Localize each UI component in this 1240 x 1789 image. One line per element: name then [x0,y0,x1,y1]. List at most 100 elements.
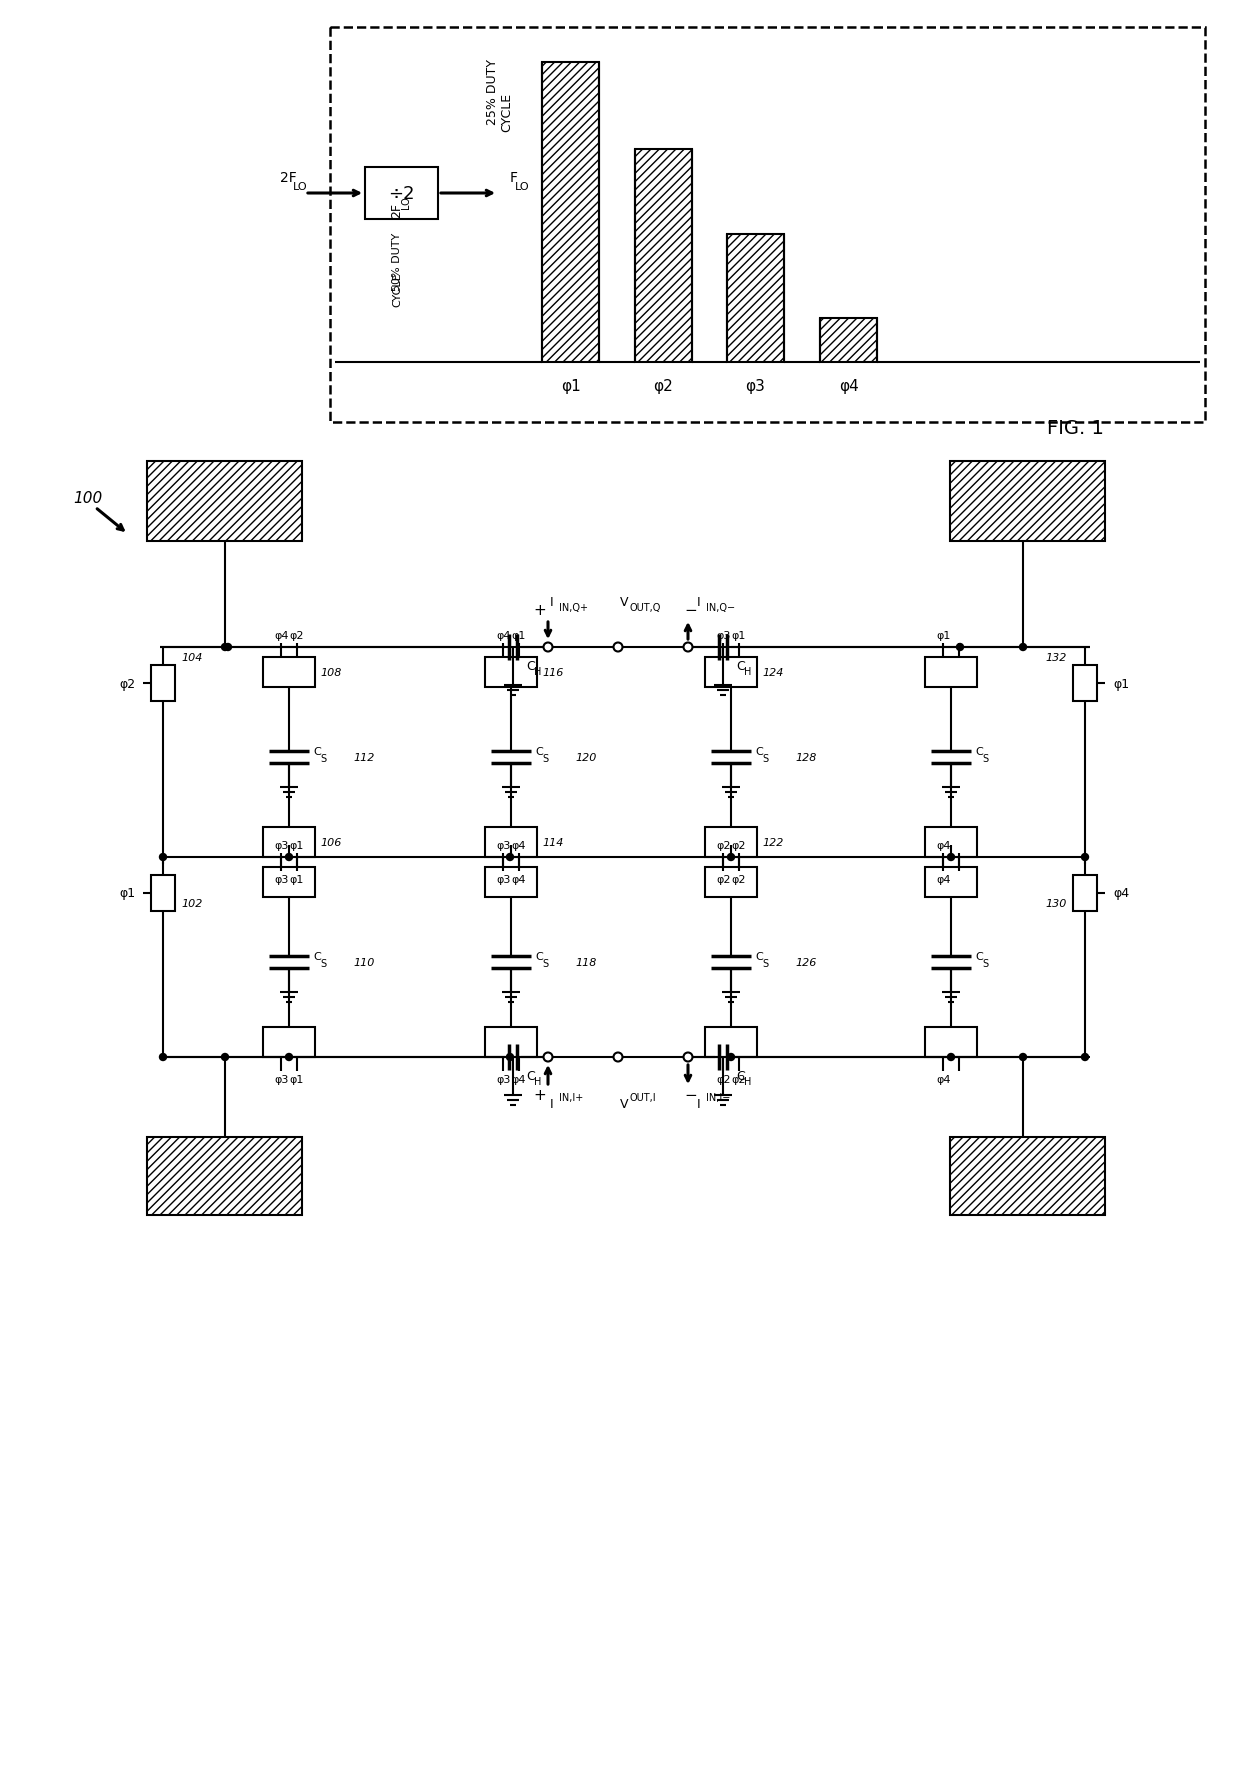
Bar [151,666,175,701]
Circle shape [506,1054,513,1061]
Text: C: C [534,952,543,961]
Circle shape [506,853,513,861]
Bar [706,868,756,898]
Text: F: F [510,172,518,184]
Text: S: S [542,753,548,764]
Text: 2F: 2F [280,172,296,184]
Text: φ4: φ4 [496,632,511,640]
Circle shape [544,644,552,651]
Bar [365,168,438,220]
Bar [706,828,756,857]
Circle shape [160,853,166,861]
Text: CYCLE: CYCLE [501,93,513,131]
Circle shape [728,1054,734,1061]
Bar [148,462,303,542]
Text: 104: 104 [181,653,202,662]
Text: φ3: φ3 [496,875,511,884]
Text: C: C [975,952,983,961]
Bar [263,828,315,857]
Circle shape [1019,1054,1027,1061]
Text: I: I [551,596,553,608]
Text: φ1: φ1 [936,632,950,640]
Text: C: C [737,1068,745,1082]
Text: φ2: φ2 [715,841,730,850]
Text: OUT,Q: OUT,Q [629,603,661,612]
Text: CYCLE: CYCLE [392,272,402,308]
Text: C: C [534,746,543,757]
Text: φ3: φ3 [715,632,730,640]
Circle shape [684,1054,692,1061]
Text: φ4: φ4 [936,841,950,850]
Text: LO: LO [401,197,410,209]
Text: φ2: φ2 [732,1075,746,1084]
Bar [925,868,977,898]
Bar [263,658,315,687]
Circle shape [947,853,955,861]
Bar [925,828,977,857]
Text: 100: 100 [73,490,103,504]
Text: 25% DUTY: 25% DUTY [486,59,498,125]
Text: 102: 102 [181,898,202,909]
Bar [925,1027,977,1057]
Text: IN,I−: IN,I− [706,1093,730,1102]
Text: LO: LO [515,182,529,191]
Text: I: I [697,596,701,608]
Text: C: C [737,658,745,673]
Circle shape [684,644,692,651]
Text: φ1: φ1 [1114,676,1130,691]
Text: C: C [755,746,763,757]
Text: 110: 110 [353,957,374,968]
Circle shape [683,1054,692,1063]
Text: 132: 132 [1045,653,1066,662]
Text: φ3: φ3 [496,841,511,850]
Circle shape [543,642,553,653]
Bar [1073,875,1097,911]
Bar [950,1138,1105,1215]
Text: φ1: φ1 [290,841,304,850]
Bar [820,318,877,363]
Text: C: C [755,952,763,961]
Text: H: H [534,667,542,676]
Text: φ4: φ4 [838,377,858,394]
Text: φ3: φ3 [274,875,289,884]
Bar [485,868,537,898]
Text: C: C [312,746,321,757]
Text: +: + [533,603,547,617]
Text: φ3: φ3 [274,841,289,850]
Circle shape [160,1054,166,1061]
Text: I: I [551,1097,553,1109]
Text: φ1: φ1 [290,1075,304,1084]
Text: φ4: φ4 [512,1075,526,1084]
Text: −: − [684,603,697,617]
Bar [485,658,537,687]
Text: S: S [982,753,988,764]
Text: 118: 118 [575,957,596,968]
Text: C: C [526,658,534,673]
Text: H: H [534,1077,542,1086]
Bar [485,828,537,857]
Text: OUT,I: OUT,I [629,1093,656,1102]
Text: φ2: φ2 [732,875,746,884]
Text: φ1: φ1 [290,875,304,884]
Text: φ4: φ4 [512,875,526,884]
Text: φ4: φ4 [1114,887,1130,900]
Text: 116: 116 [542,667,563,678]
Text: φ2: φ2 [732,841,746,850]
Bar [950,462,1105,542]
Circle shape [543,1054,553,1063]
Bar [330,29,1205,422]
Circle shape [1019,644,1027,651]
Text: 106: 106 [320,837,341,848]
Text: φ2: φ2 [715,875,730,884]
Circle shape [1081,1054,1089,1061]
Text: IN,Q+: IN,Q+ [559,603,588,612]
Text: 114: 114 [542,837,563,848]
Circle shape [1081,853,1089,861]
Text: φ3: φ3 [274,1075,289,1084]
Text: C: C [312,952,321,961]
Circle shape [614,642,622,653]
Text: φ2: φ2 [119,676,135,691]
Text: LO: LO [293,182,308,191]
Text: ÷2: ÷2 [388,184,414,202]
Circle shape [544,1054,552,1061]
